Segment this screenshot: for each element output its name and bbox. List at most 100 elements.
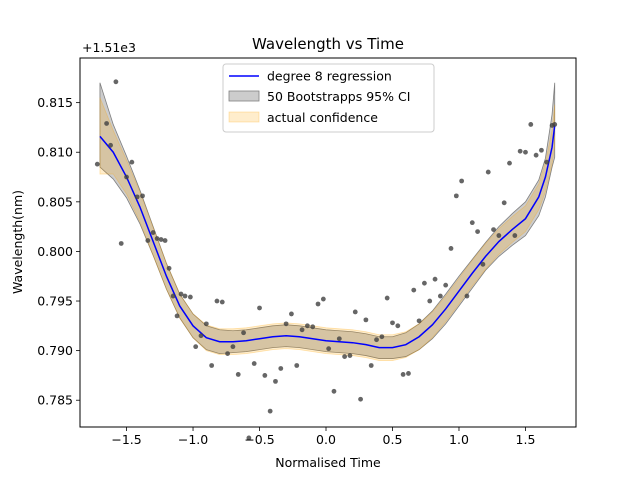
data-point [422,280,427,286]
data-point [485,169,491,175]
legend-actual-swatch [228,111,260,123]
data-point [162,238,168,243]
data-point [174,313,180,319]
data-point [113,79,119,85]
data-point [491,227,496,233]
data-point [507,160,512,166]
chart-title: Wavelength vs Time [252,35,404,53]
data-point [331,388,337,394]
legend-bootstrap-swatch [228,90,260,102]
data-point [437,293,443,299]
data-point [154,236,160,241]
data-point [267,408,273,414]
data-point [358,396,363,402]
y-tick-label: 0.810 [37,145,73,160]
regression-line-group [99,125,556,349]
data-point [512,233,518,238]
data-point [198,333,204,339]
data-point [453,193,459,199]
data-point [214,298,220,304]
data-point [443,282,449,288]
y-offset-label: +1.51e3 [82,40,136,55]
legend-regression-label: degree 8 regression [267,69,392,84]
bootstrap-ci-band [99,82,556,359]
data-point [448,246,454,251]
data-point [352,309,358,315]
data-point [310,324,316,330]
data-point [246,435,252,441]
data-point [368,363,374,368]
x-axis-label: Normalised Time [275,455,381,470]
data-point [294,363,300,368]
data-point [374,337,379,343]
data-point [304,323,310,329]
data-point [517,148,523,154]
data-point [257,305,262,311]
data-point [400,372,406,377]
data-point [469,220,475,226]
data-point [289,311,294,317]
y-tick-label: 0.790 [37,343,73,358]
data-point [390,320,395,326]
plot-frame [79,57,577,428]
data-point [262,373,268,378]
data-point [104,121,109,126]
legend-box [222,63,435,133]
x-tick-label: 0.5 [383,432,403,447]
data-point [406,371,411,376]
data-point [320,296,326,302]
x-tick-label: −1.5 [111,432,141,447]
legend: degree 8 regression 50 Bootstrapps 95% C… [222,63,435,133]
data-point [528,122,534,127]
data-point [552,122,558,127]
data-point [158,237,164,242]
data-point [523,149,528,155]
data-point [193,344,199,350]
data-point [118,241,124,246]
data-point [150,230,156,235]
data-point [363,317,369,323]
data-point [203,321,209,327]
data-point [134,194,140,200]
x-axis: −1.5 −1.0 −0.5 0.0 0.5 1.0 1.5 [111,427,535,447]
data-point [283,321,289,327]
data-point [432,276,438,282]
data-point [94,161,100,167]
data-point [336,336,342,342]
y-tick-label: 0.800 [37,244,73,259]
data-point [395,323,401,329]
regression-line [99,125,556,349]
data-point [427,298,433,304]
y-tick-label: 0.785 [37,393,73,408]
y-tick-label: 0.795 [37,294,73,309]
data-point [170,293,176,299]
data-point [178,291,184,297]
data-points [94,79,558,441]
data-point [347,353,353,358]
data-point [496,233,502,238]
data-point [326,346,332,352]
data-point [480,261,486,267]
data-point [241,330,246,336]
data-point [475,229,480,234]
data-point [108,142,113,148]
data-point [501,200,507,206]
data-point [464,293,470,299]
y-tick-label: 0.805 [37,194,73,209]
y-axis-label: Wavelength(nm) [10,190,25,294]
data-point [235,372,241,377]
data-point [209,363,215,368]
data-point [299,327,305,333]
data-point [230,344,236,350]
data-point [278,366,284,371]
data-point [166,265,172,271]
data-point [182,293,188,299]
data-point [145,238,151,243]
data-point [342,354,348,359]
legend-actual-label: actual confidence [267,110,378,125]
actual-confidence-band [99,97,556,361]
y-tick-label: 0.815 [37,95,73,110]
legend-bootstrap-label: 50 Bootstrapps 95% CI [267,89,410,104]
x-tick-label: −1.0 [178,432,208,447]
